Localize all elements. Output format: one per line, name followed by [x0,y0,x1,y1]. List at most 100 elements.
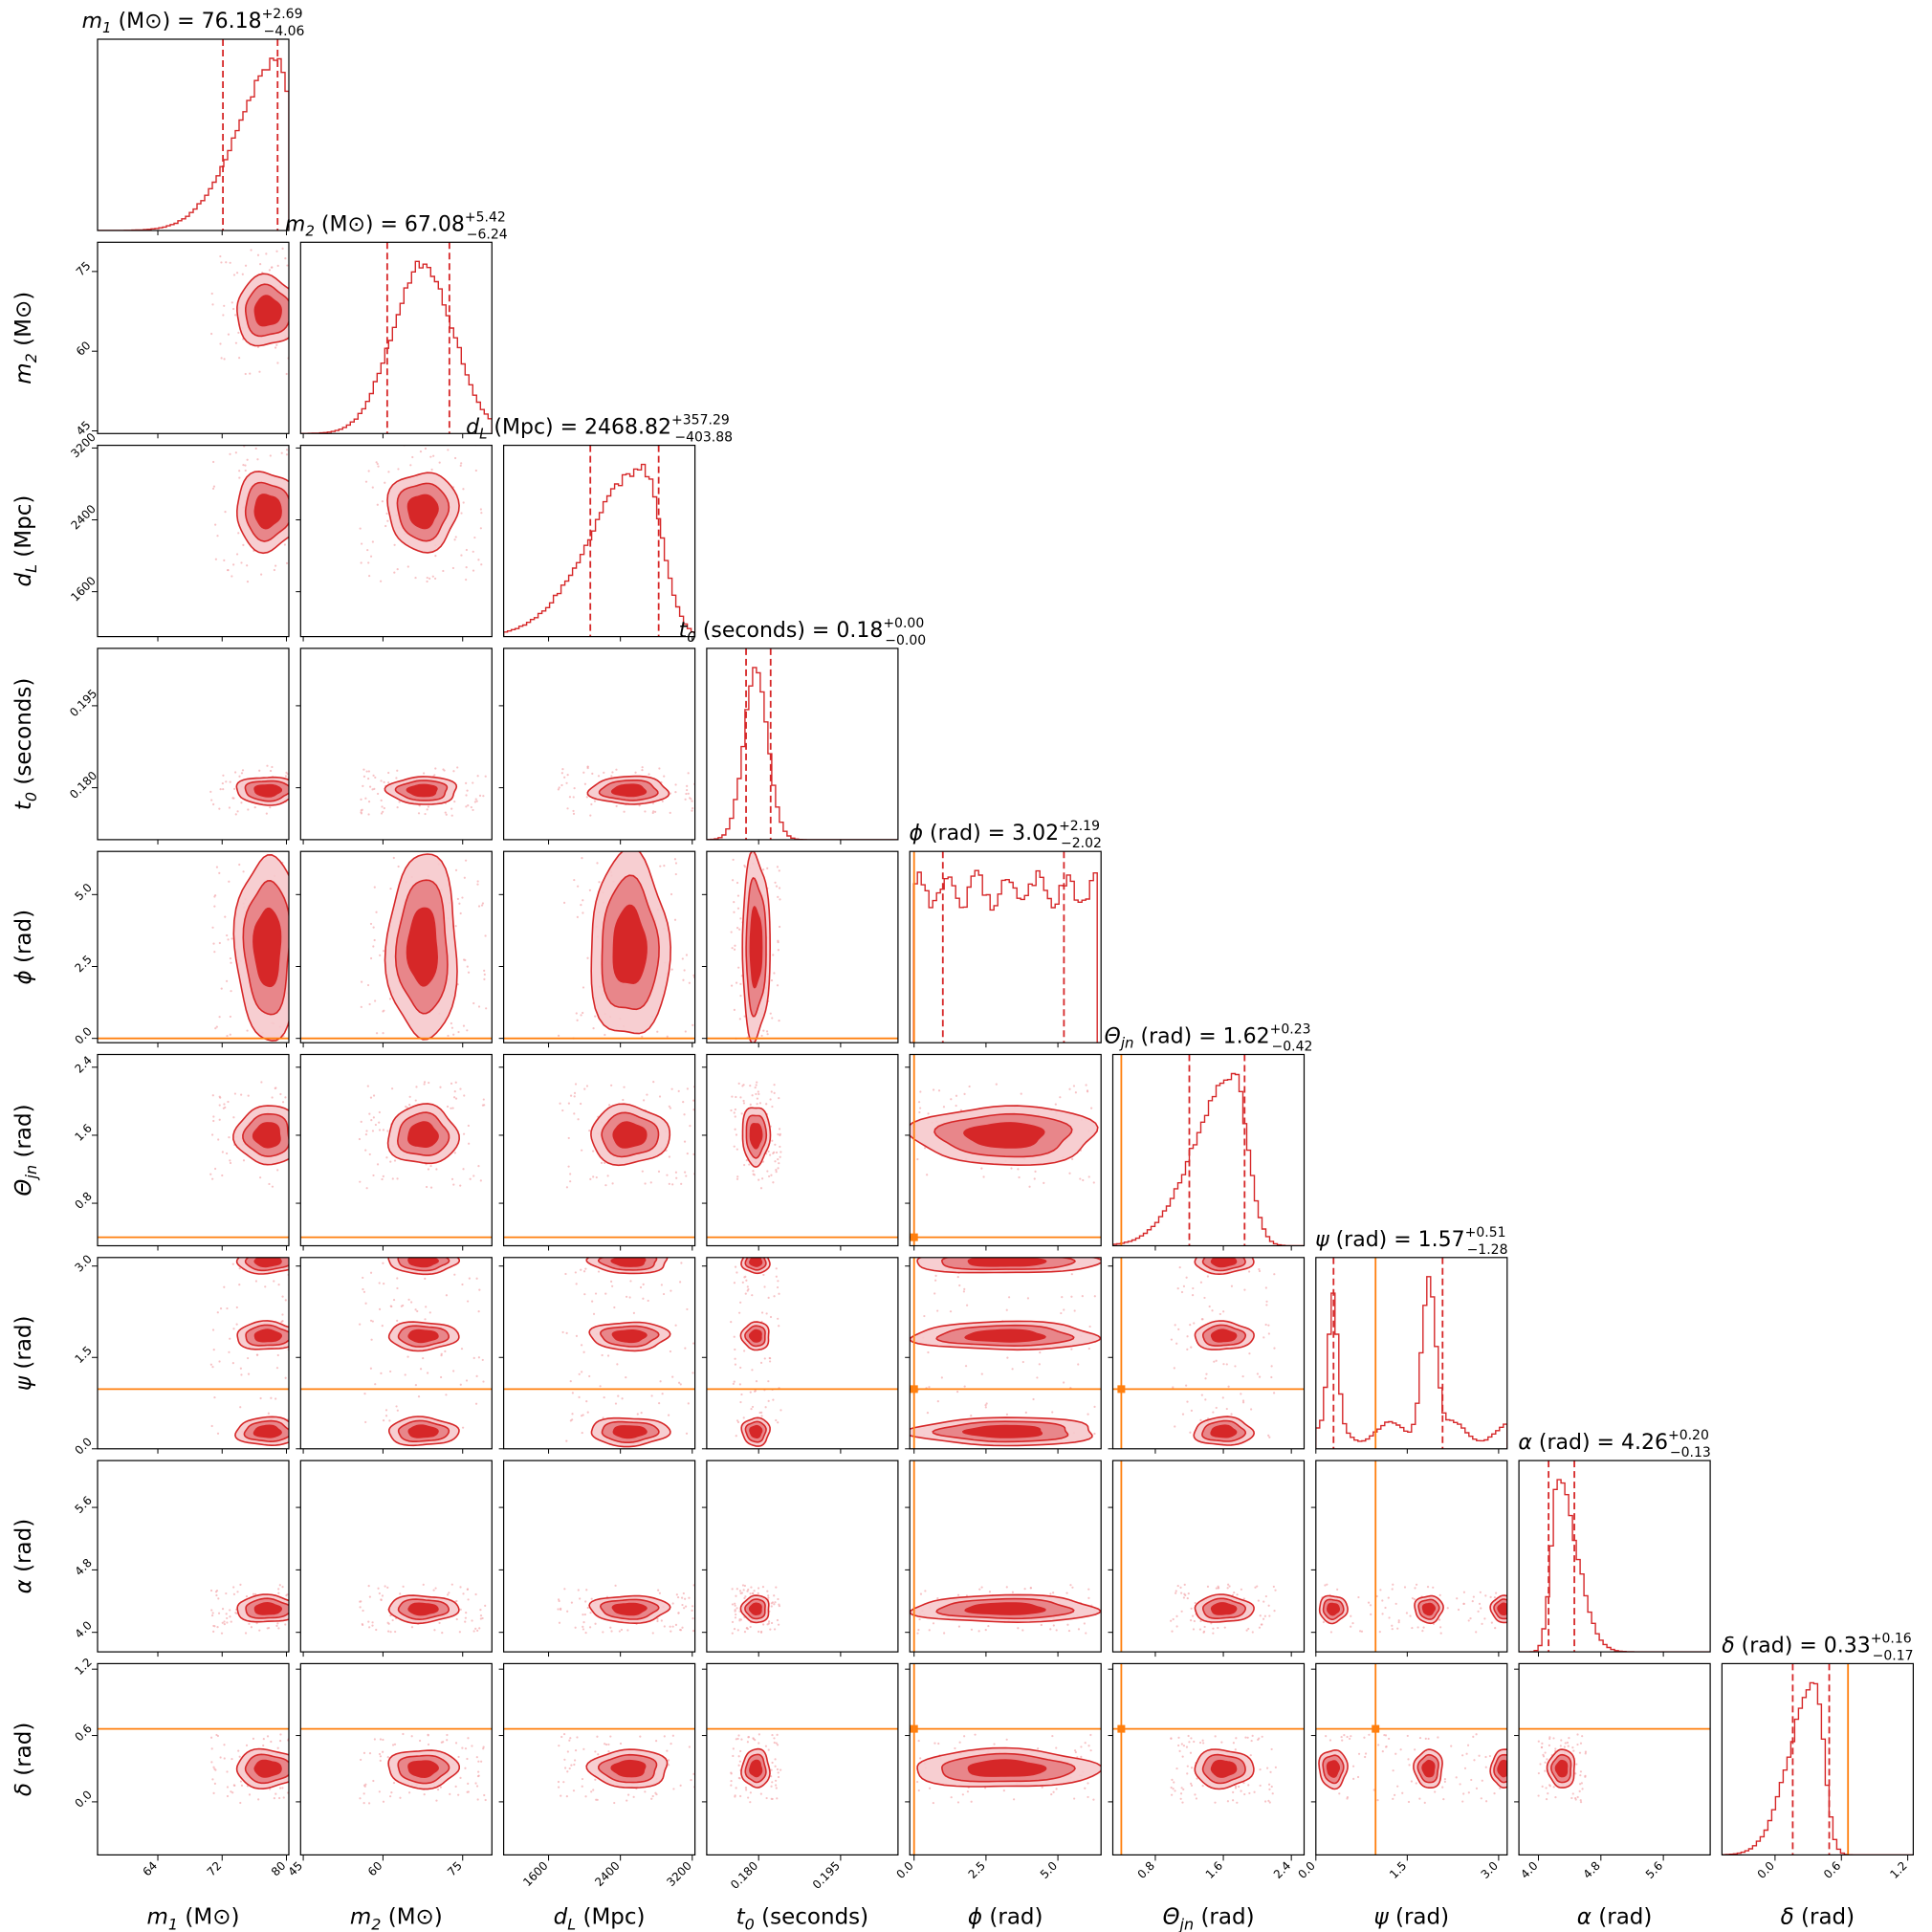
panel-2d-dL-t0 [557,765,695,817]
panel-2d-m2-t0 [360,766,487,817]
panel-frame [909,1460,1102,1653]
x-tick-label: 45 [285,1859,305,1879]
contour-level-3 [748,1328,762,1343]
contour-level-3 [611,1602,648,1616]
contour-level-3 [964,1328,1046,1343]
panel-2d-t0-alpha [731,1584,780,1635]
contour-level-3 [253,1601,283,1615]
panel-2d-t0-phi [706,851,898,1043]
histogram-theta [1112,1054,1305,1246]
panel-frame [706,1257,899,1450]
y-axis-label-t0: t0 (seconds) [11,678,40,811]
panel-2d-psi-alpha [1318,1460,1507,1653]
panel-2d-phi-theta [910,1054,1102,1246]
x-tick-label: 1.6 [1203,1859,1225,1881]
panel-frame [299,1257,493,1450]
contour-level-3 [1210,1328,1238,1343]
histogram-t0 [706,648,898,840]
panel-frame [502,648,696,841]
panel-frame [299,648,493,841]
panel-2d-m2-psi [300,1257,493,1447]
contour-level-3 [610,783,648,798]
truth-marker [910,1233,918,1241]
y-axis-label-psi: ψ (rad) [11,1315,36,1391]
x-tick-label: 75 [445,1859,465,1879]
contour-level-3 [253,783,282,798]
panel-frame [299,850,493,1043]
panel-frame [97,1053,290,1247]
panel-frame [706,1662,899,1856]
panel-frame [97,1460,290,1653]
panel-frame [909,850,1102,1043]
contour-level-3 [749,1257,763,1267]
contour-level-3 [252,1122,281,1149]
title-m1: m1 (M⊙) = 76.18+2.69 −4.06 [82,7,305,39]
y-tick-label: 2.5 [72,953,94,975]
panel-frame [1518,1460,1711,1653]
contour-level-3 [252,907,282,988]
panel-frame [299,445,493,638]
truth-marker [1372,1724,1380,1733]
panel-frame [1315,1662,1508,1856]
panel-2d-alpha-delta [1519,1727,1711,1804]
panel-2d-m1-t0 [209,764,289,816]
panel-frame [299,1460,493,1653]
x-tick-label: 0.6 [1821,1859,1843,1881]
x-tick-label: 5.0 [1038,1859,1060,1881]
y-axis-label-dL: dL (Mpc) [11,495,40,587]
contour-level-3 [612,1425,648,1439]
panel-2d-m1-m2 [210,247,289,376]
y-tick-label: 1.5 [72,1344,94,1366]
histogram-steps [98,57,289,231]
contour-level-3 [1210,1602,1238,1615]
contour-level-3 [963,1122,1045,1149]
scatter-points [561,1262,695,1444]
y-tick-label: 3.0 [72,1252,94,1274]
y-tick-label: 0.6 [72,1722,94,1744]
y-tick-label: 1.6 [72,1121,94,1143]
contour-level-3 [407,1424,439,1438]
contour-level-3 [407,1602,439,1616]
panel-2d-m1-phi [98,853,289,1042]
y-tick-label: 2.4 [72,1053,94,1075]
panel-frame [502,850,696,1043]
scatter-points [358,1081,486,1190]
panel-frame [299,241,493,434]
histogram-steps [1519,1479,1711,1653]
y-tick-label: 1.2 [72,1656,94,1678]
contour-level-3 [407,1760,439,1779]
panel-2d-theta-alpha [1120,1460,1277,1653]
contour-level-3 [253,1328,283,1343]
contour-level-3 [967,1257,1047,1267]
title-delta: δ (rad) = 0.33+0.16 −0.17 [1722,1631,1913,1663]
x-tick-label: 1600 [520,1859,550,1889]
y-axis-label-phi: ϕ (rad) [11,910,36,985]
scatter-points [730,1081,782,1190]
panel-frame [909,1053,1102,1247]
panel-frame [706,1460,899,1653]
title-psi: ψ (rad) = 1.57+0.51 −1.28 [1315,1225,1507,1258]
histogram-steps [1722,1681,1914,1855]
panel-frame [97,1257,290,1450]
histogram-steps [1112,1072,1305,1246]
contour-level-3 [1554,1759,1569,1778]
truth-marker [910,1385,918,1394]
contour-level-3 [406,1121,439,1148]
y-tick-label: 5.0 [72,881,94,903]
contour-level-3 [406,783,438,798]
y-tick-label: 3200 [68,430,98,460]
panel-2d-m2-phi [300,853,493,1041]
panel-2d-dL-phi [503,851,695,1040]
x-tick-label: 0.0 [1755,1859,1777,1881]
x-axis-label-delta: δ (rad) [1781,1904,1855,1929]
title-theta: Θjn (rad) = 1.62+0.23 −0.42 [1105,1022,1313,1055]
x-axis-label-t0: t0 (seconds) [736,1904,869,1932]
x-tick-label: 0.0 [893,1859,915,1881]
contour-level-3 [611,1329,648,1344]
panel-frame [706,850,899,1043]
x-tick-label: 0.8 [1135,1859,1157,1881]
contour-level-3 [749,1122,763,1150]
truth-marker [910,1724,918,1733]
scatter-points [209,1583,289,1635]
